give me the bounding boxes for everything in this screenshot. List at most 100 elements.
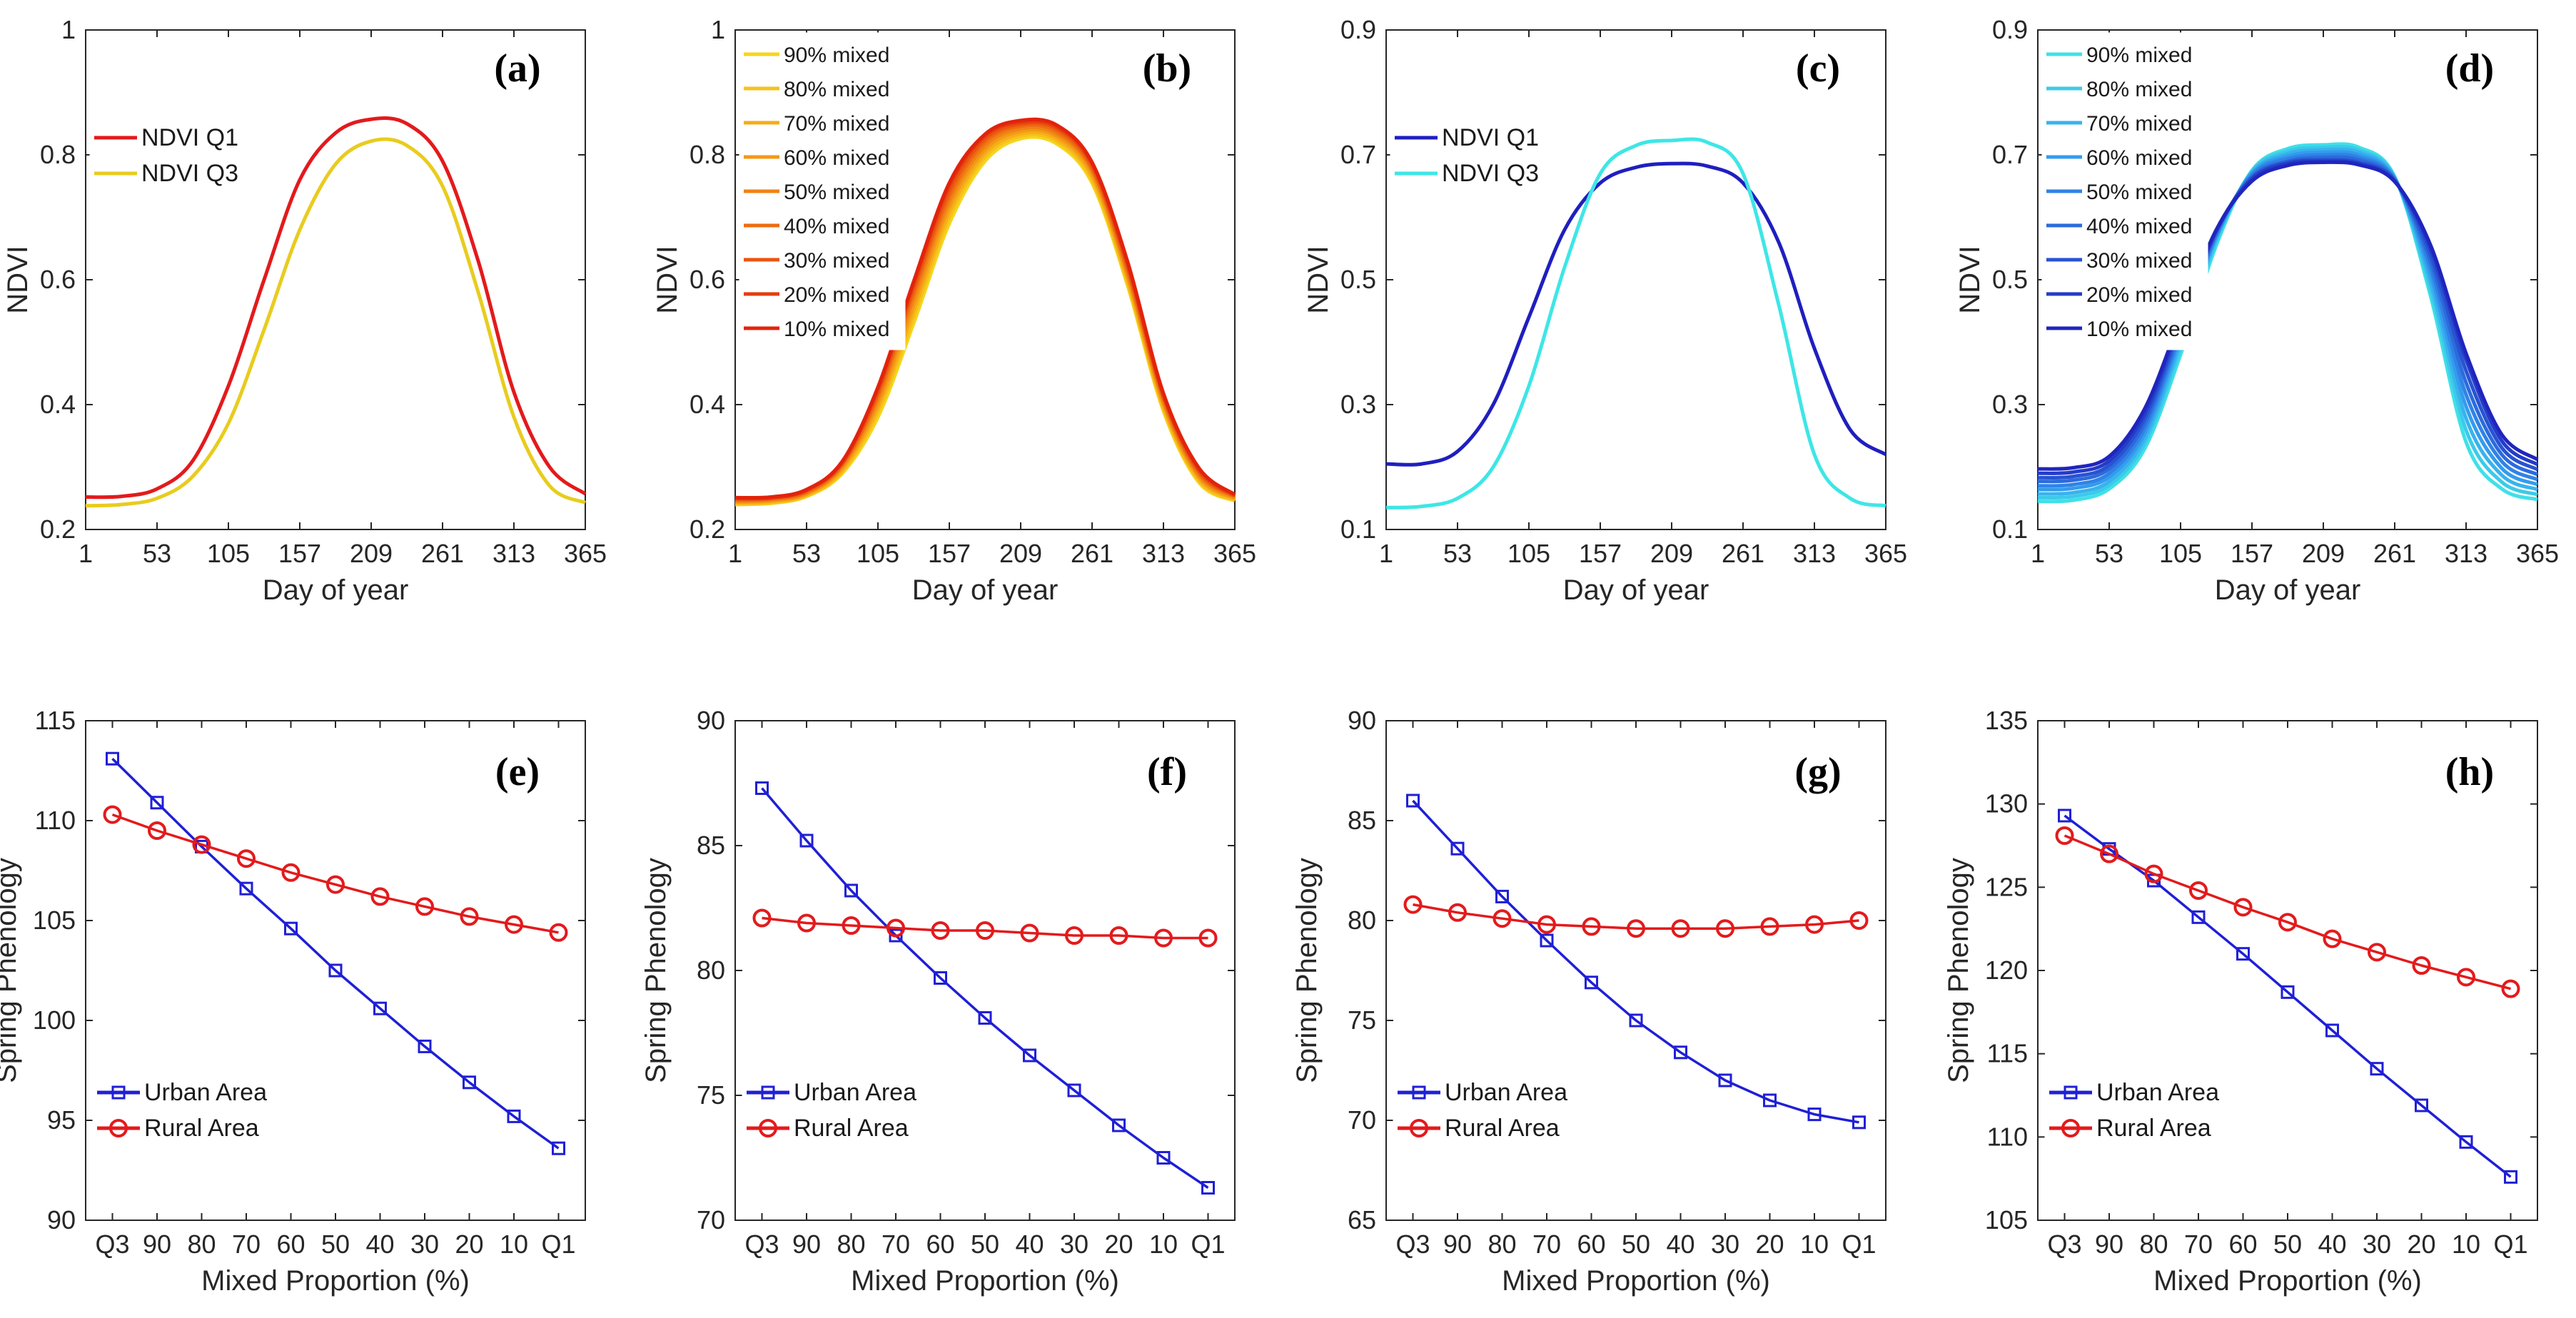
data-point-square <box>463 1075 476 1090</box>
data-point-circle <box>752 908 772 928</box>
legend-box <box>2044 1070 2224 1151</box>
x-tick-label: 60 <box>1577 1230 1605 1259</box>
data-point-square <box>2191 910 2206 924</box>
legend-label: 40% mixed <box>2086 215 2192 238</box>
data-point-square <box>1852 1115 1866 1130</box>
series-line-0 <box>1385 161 1887 467</box>
x-tick-label: 209 <box>350 539 393 568</box>
series-line-3 <box>2037 150 2539 492</box>
x-tick-label: 157 <box>1579 539 1622 568</box>
y-tick-label: 0.7 <box>1992 140 2028 169</box>
y-tick-label: 0.8 <box>40 140 76 169</box>
data-point-circle <box>1065 926 1084 945</box>
panel-letter: (a) <box>494 46 540 91</box>
x-tick-label: 20 <box>2407 1230 2435 1259</box>
x-tick-label: 30 <box>2363 1230 2391 1259</box>
y-tick-label: 120 <box>1985 955 2028 985</box>
data-point-circle <box>1716 919 1734 938</box>
y-axis-label: NDVI <box>1954 245 1986 314</box>
series-line-7 <box>2037 159 2539 475</box>
data-point-square <box>1406 794 1420 808</box>
x-tick-label: Q1 <box>1191 1230 1225 1259</box>
data-point-square <box>844 883 858 898</box>
y-tick-label: 75 <box>1348 1005 1376 1035</box>
legend-label: Urban Area <box>1445 1079 1567 1106</box>
y-axis-label: NDVI <box>652 245 683 314</box>
legend-label: Rural Area <box>2096 1115 2211 1142</box>
x-axis-label: Mixed Proportion (%) <box>851 1265 1119 1297</box>
x-tick-label: 53 <box>792 539 821 568</box>
data-point-square <box>2415 1098 2428 1112</box>
x-tick-label: Q1 <box>1842 1230 1876 1259</box>
data-point-circle <box>1403 895 1423 914</box>
legend-label: 70% mixed <box>2086 112 2192 136</box>
legend-label: 30% mixed <box>784 249 889 273</box>
data-point-circle <box>887 918 905 938</box>
x-tick-label: 30 <box>1060 1230 1089 1259</box>
data-point-circle <box>1109 926 1128 945</box>
x-tick-label: Q1 <box>2493 1230 2527 1259</box>
legend-label: NDVI Q3 <box>141 160 238 187</box>
y-tick-label: 130 <box>1985 789 2028 818</box>
x-tick-label: 80 <box>1487 1230 1516 1259</box>
data-point-circle <box>2100 844 2118 863</box>
series-line-0 <box>1412 799 1859 1124</box>
data-point-circle <box>1448 903 1467 922</box>
data-point-square <box>1540 933 1554 948</box>
legend-label: 90% mixed <box>2086 44 2192 67</box>
x-tick-label: 1 <box>1379 539 1393 568</box>
data-point-circle <box>1849 911 1869 930</box>
data-point-circle <box>1537 915 1556 934</box>
series-line-8 <box>2037 160 2539 471</box>
data-point-circle <box>2457 968 2475 987</box>
x-tick-label: 157 <box>278 539 321 568</box>
data-point-square <box>239 881 253 896</box>
series-line-1 <box>2037 145 2538 500</box>
data-point-circle <box>1627 919 1645 938</box>
series-line-1 <box>2064 834 2511 990</box>
x-tick-label: 53 <box>1443 539 1472 568</box>
y-tick-label: 0.4 <box>690 390 725 419</box>
y-tick-label: 65 <box>1348 1205 1376 1235</box>
y-tick-label: 100 <box>33 1005 76 1035</box>
data-point-circle <box>1492 909 1512 928</box>
legend: Urban Area Rural Area <box>2044 1070 2224 1151</box>
legend-box <box>742 1070 921 1151</box>
y-tick-label: 75 <box>697 1080 725 1110</box>
x-tick-label: 80 <box>837 1230 865 1259</box>
data-point-square <box>2325 1023 2339 1038</box>
x-tick-label: 50 <box>321 1230 350 1259</box>
y-tick-label: 135 <box>1985 706 2028 735</box>
legend-label: 50% mixed <box>784 181 889 204</box>
data-point-square <box>1629 1013 1643 1028</box>
data-point-square <box>2504 1170 2517 1184</box>
x-tick-label: 40 <box>1015 1230 1044 1259</box>
legend-label: 10% mixed <box>784 318 889 341</box>
y-tick-label: 1 <box>711 15 725 44</box>
x-tick-label: 261 <box>421 539 464 568</box>
series-line-0 <box>761 787 1209 1189</box>
x-axis-label: Day of year <box>1563 574 1709 606</box>
x-tick-label: 209 <box>2302 539 2345 568</box>
data-point-square <box>2058 808 2071 823</box>
x-tick-label: 30 <box>410 1230 439 1259</box>
legend-label: 10% mixed <box>2086 318 2192 341</box>
y-tick-label: 70 <box>1348 1105 1376 1135</box>
y-tick-label: 105 <box>33 906 76 935</box>
x-tick-label: 261 <box>1071 539 1113 568</box>
data-point-circle <box>2278 913 2297 932</box>
y-tick-label: 90 <box>47 1205 76 1235</box>
data-point-circle <box>931 921 950 940</box>
x-tick-label: 50 <box>971 1230 999 1259</box>
x-tick-label: 70 <box>2184 1230 2213 1259</box>
legend-label: NDVI Q1 <box>141 124 238 151</box>
x-tick-label: 90 <box>2095 1230 2123 1259</box>
legend: Urban Area Rural Area <box>742 1070 921 1151</box>
x-tick-label: 90 <box>143 1230 171 1259</box>
y-tick-label: 0.7 <box>1340 140 1376 169</box>
x-tick-label: 80 <box>187 1230 216 1259</box>
panel-letter: (h) <box>2445 750 2494 794</box>
legend-label: Rural Area <box>794 1115 909 1142</box>
data-point-circle <box>505 915 523 934</box>
x-tick-label: 60 <box>276 1230 305 1259</box>
